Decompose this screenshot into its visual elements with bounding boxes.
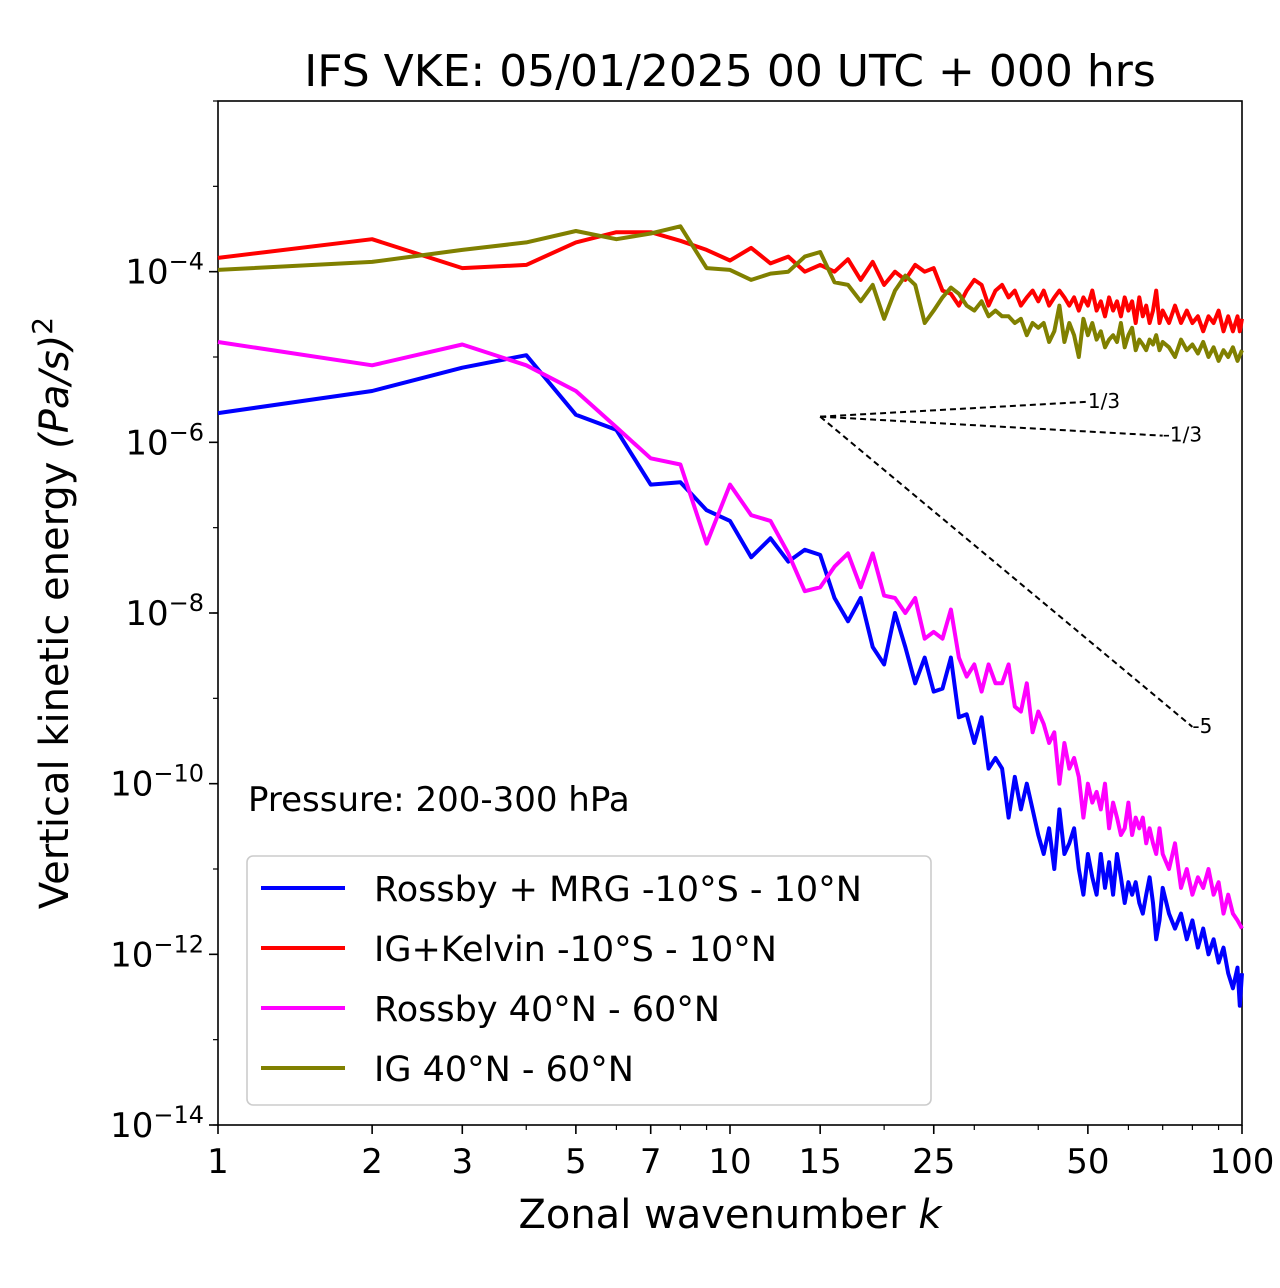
reference-label-0: 1/3 (1088, 389, 1120, 413)
y-tick-label-0: 10−14 (110, 1101, 204, 1146)
x-tick-label-0: 1 (207, 1142, 229, 1182)
reference-lines: 1/3 -1/3 -5 (819, 389, 1212, 738)
pressure-annotation: Pressure: 200-300 hPa (248, 780, 630, 820)
legend-label-1: IG+Kelvin -10°S - 10°N (374, 930, 777, 970)
reference-line-1 (820, 415, 1163, 437)
x-tick-label-7: 25 (912, 1142, 955, 1182)
x-axis-ticks: 1 2 3 5 7 10 15 25 50 100 (207, 1125, 1274, 1182)
x-axis-label: Zonal wavenumber k (518, 1192, 943, 1238)
y-axis-ticks: 10−14 10−12 10−10 10−8 10−6 10−4 (110, 100, 218, 1146)
x-tick-label-5: 10 (708, 1142, 751, 1182)
y-axis-label: Vertical kinetic energy (Pa/s)2 (26, 317, 79, 909)
series-line-1 (217, 230, 1244, 334)
reference-line-0 (820, 400, 1088, 418)
y-tick-label-1: 10−12 (110, 930, 204, 975)
series-line-3 (217, 224, 1244, 363)
reference-label-1: -1/3 (1163, 423, 1202, 447)
series-lines (217, 224, 1244, 1008)
legend-label-0: Rossby + MRG -10°S - 10°N (374, 870, 862, 910)
series-line-2 (217, 340, 1244, 930)
x-tick-label-6: 15 (799, 1142, 842, 1182)
legend-box (246, 855, 932, 1106)
y-tick-label-2: 10−10 (110, 760, 204, 805)
legend: Rossby + MRG -10°S - 10°N IG+Kelvin -10°… (246, 855, 932, 1106)
chart-title: IFS VKE: 05/01/2025 00 UTC + 000 hrs (304, 46, 1156, 97)
legend-label-3: IG 40°N - 60°N (374, 1050, 634, 1090)
y-tick-label-4: 10−6 (125, 418, 204, 463)
reference-label-2: -5 (1192, 714, 1212, 738)
legend-label-2: Rossby 40°N - 60°N (374, 990, 720, 1030)
x-tick-label-8: 50 (1066, 1142, 1109, 1182)
x-tick-label-1: 2 (361, 1142, 383, 1182)
x-tick-label-3: 5 (565, 1142, 587, 1182)
y-tick-label-5: 10−4 (125, 248, 204, 293)
y-tick-label-3: 10−8 (125, 589, 204, 634)
x-tick-label-9: 100 (1210, 1142, 1275, 1182)
x-tick-label-4: 7 (640, 1142, 662, 1182)
series-line-0 (217, 353, 1244, 1008)
reference-line-2 (819, 415, 1194, 728)
x-tick-label-2: 3 (451, 1142, 473, 1182)
